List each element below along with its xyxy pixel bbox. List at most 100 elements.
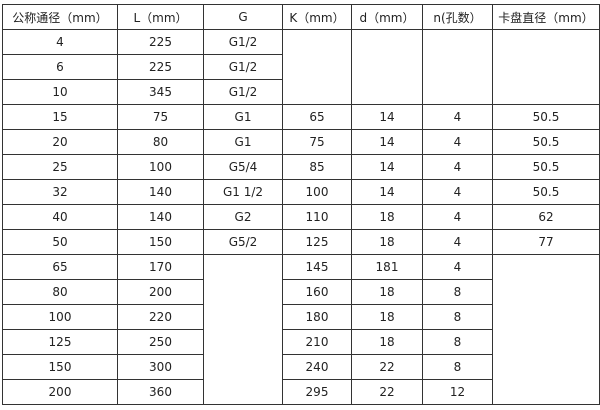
table-cell: 14 xyxy=(351,154,423,180)
table-cell: 25 xyxy=(2,154,118,180)
table-cell: 160 xyxy=(282,279,352,305)
table-cell: 18 xyxy=(351,279,423,305)
table-cell: 240 xyxy=(282,354,352,380)
empty-cell xyxy=(282,29,352,105)
table-cell: 50.5 xyxy=(492,179,600,205)
column-header: G xyxy=(203,4,283,30)
table-cell: 125 xyxy=(282,229,352,255)
table-cell: 200 xyxy=(2,379,118,405)
table-cell: 4 xyxy=(422,204,493,230)
table-cell: 360 xyxy=(117,379,204,405)
table-cell: 4 xyxy=(422,229,493,255)
table-cell: 345 xyxy=(117,79,204,105)
table-cell: 210 xyxy=(282,329,352,355)
table-cell: 220 xyxy=(117,304,204,330)
table-row: 40 140 G2 110 18 4 62 xyxy=(2,204,600,230)
table-row: 25 100 G5/4 85 14 4 50.5 xyxy=(2,154,600,180)
table-cell: 4 xyxy=(422,154,493,180)
table-row: 15 75 G1 65 14 4 50.5 xyxy=(2,104,600,130)
table-cell: 14 xyxy=(351,179,423,205)
table-cell: 6 xyxy=(2,54,118,80)
table-cell: 140 xyxy=(117,204,204,230)
table-cell: 32 xyxy=(2,179,118,205)
table-cell: 4 xyxy=(422,129,493,155)
column-header: 公称通径（mm） xyxy=(2,4,118,30)
column-header: L（mm） xyxy=(117,4,204,30)
table-cell: 300 xyxy=(117,354,204,380)
column-header: d（mm） xyxy=(351,4,423,30)
table-cell: 15 xyxy=(2,104,118,130)
table-cell: 8 xyxy=(422,354,493,380)
table-cell: 8 xyxy=(422,279,493,305)
spec-table: 公称通径（mm） L（mm） G K（mm） d（mm） n(孔数） 卡盘直径（mm） 4 22… xyxy=(2,4,600,405)
table-cell: 18 xyxy=(351,204,423,230)
table-cell: 22 xyxy=(351,354,423,380)
empty-cell xyxy=(422,29,493,105)
table-cell: 170 xyxy=(117,254,204,280)
table-cell: G5/2 xyxy=(203,229,283,255)
empty-cell xyxy=(351,29,423,105)
table-cell: 150 xyxy=(117,229,204,255)
table-cell: 12 xyxy=(422,379,493,405)
column-header: K（mm） xyxy=(282,4,352,30)
table-row: 4 225 G1/2 xyxy=(2,29,600,105)
column-header: 卡盘直径（mm） xyxy=(492,4,600,30)
table-cell: G1/2 xyxy=(203,79,283,105)
column-header: n(孔数） xyxy=(422,4,493,30)
table-row: 32 140 G1 1/2 100 14 4 50.5 xyxy=(2,179,600,205)
table-cell: 225 xyxy=(117,29,204,55)
table-cell: 62 xyxy=(492,204,600,230)
table-row: 80 200 160 18 8 xyxy=(2,279,600,305)
table-row: 125 250 210 18 8 xyxy=(2,329,600,355)
table-cell: 50.5 xyxy=(492,154,600,180)
table-cell: G1/2 xyxy=(203,54,283,80)
empty-cell xyxy=(203,254,283,405)
table-cell: G2 xyxy=(203,204,283,230)
table-cell: 85 xyxy=(282,154,352,180)
table-cell: 75 xyxy=(117,104,204,130)
table-row: 65 170 145 181 4 xyxy=(2,254,600,405)
table-cell: 14 xyxy=(351,104,423,130)
table-cell: 50.5 xyxy=(492,129,600,155)
empty-cell xyxy=(492,254,600,405)
table-cell: 181 xyxy=(351,254,423,280)
table-cell: 14 xyxy=(351,129,423,155)
table-cell: 100 xyxy=(2,304,118,330)
table-cell: 100 xyxy=(117,154,204,180)
table-cell: 40 xyxy=(2,204,118,230)
table-cell: 18 xyxy=(351,329,423,355)
table-cell: 4 xyxy=(422,254,493,280)
table-cell: 50 xyxy=(2,229,118,255)
table-cell: G1/2 xyxy=(203,29,283,55)
table-cell: 4 xyxy=(422,179,493,205)
table-cell: G1 1/2 xyxy=(203,179,283,205)
table-row: 20 80 G1 75 14 4 50.5 xyxy=(2,129,600,155)
table-cell: 65 xyxy=(2,254,118,280)
table-cell: 50.5 xyxy=(492,104,600,130)
header-row: 公称通径（mm） L（mm） G K（mm） d（mm） n(孔数） 卡盘直径（mm） xyxy=(2,4,600,30)
table-cell: 18 xyxy=(351,229,423,255)
table-cell: 150 xyxy=(2,354,118,380)
table-cell: 100 xyxy=(282,179,352,205)
table-cell: 10 xyxy=(2,79,118,105)
table-row: 50 150 G5/2 125 18 4 77 xyxy=(2,229,600,255)
table-cell: 8 xyxy=(422,304,493,330)
table-cell: 75 xyxy=(282,129,352,155)
table-cell: 80 xyxy=(117,129,204,155)
table-cell: 250 xyxy=(117,329,204,355)
table-row: 150 300 240 22 8 xyxy=(2,354,600,380)
table-cell: 18 xyxy=(351,304,423,330)
table-cell: 140 xyxy=(117,179,204,205)
table-cell: 8 xyxy=(422,329,493,355)
table-row: 6 225 G1/2 xyxy=(2,54,600,80)
table-row: 200 360 295 22 12 xyxy=(2,379,600,405)
table-cell: G5/4 xyxy=(203,154,283,180)
empty-cell xyxy=(492,29,600,105)
table-cell: 4 xyxy=(2,29,118,55)
table-cell: 20 xyxy=(2,129,118,155)
table-cell: G1 xyxy=(203,129,283,155)
table-cell: 145 xyxy=(282,254,352,280)
table-cell: 22 xyxy=(351,379,423,405)
table-cell: 125 xyxy=(2,329,118,355)
table-cell: 4 xyxy=(422,104,493,130)
